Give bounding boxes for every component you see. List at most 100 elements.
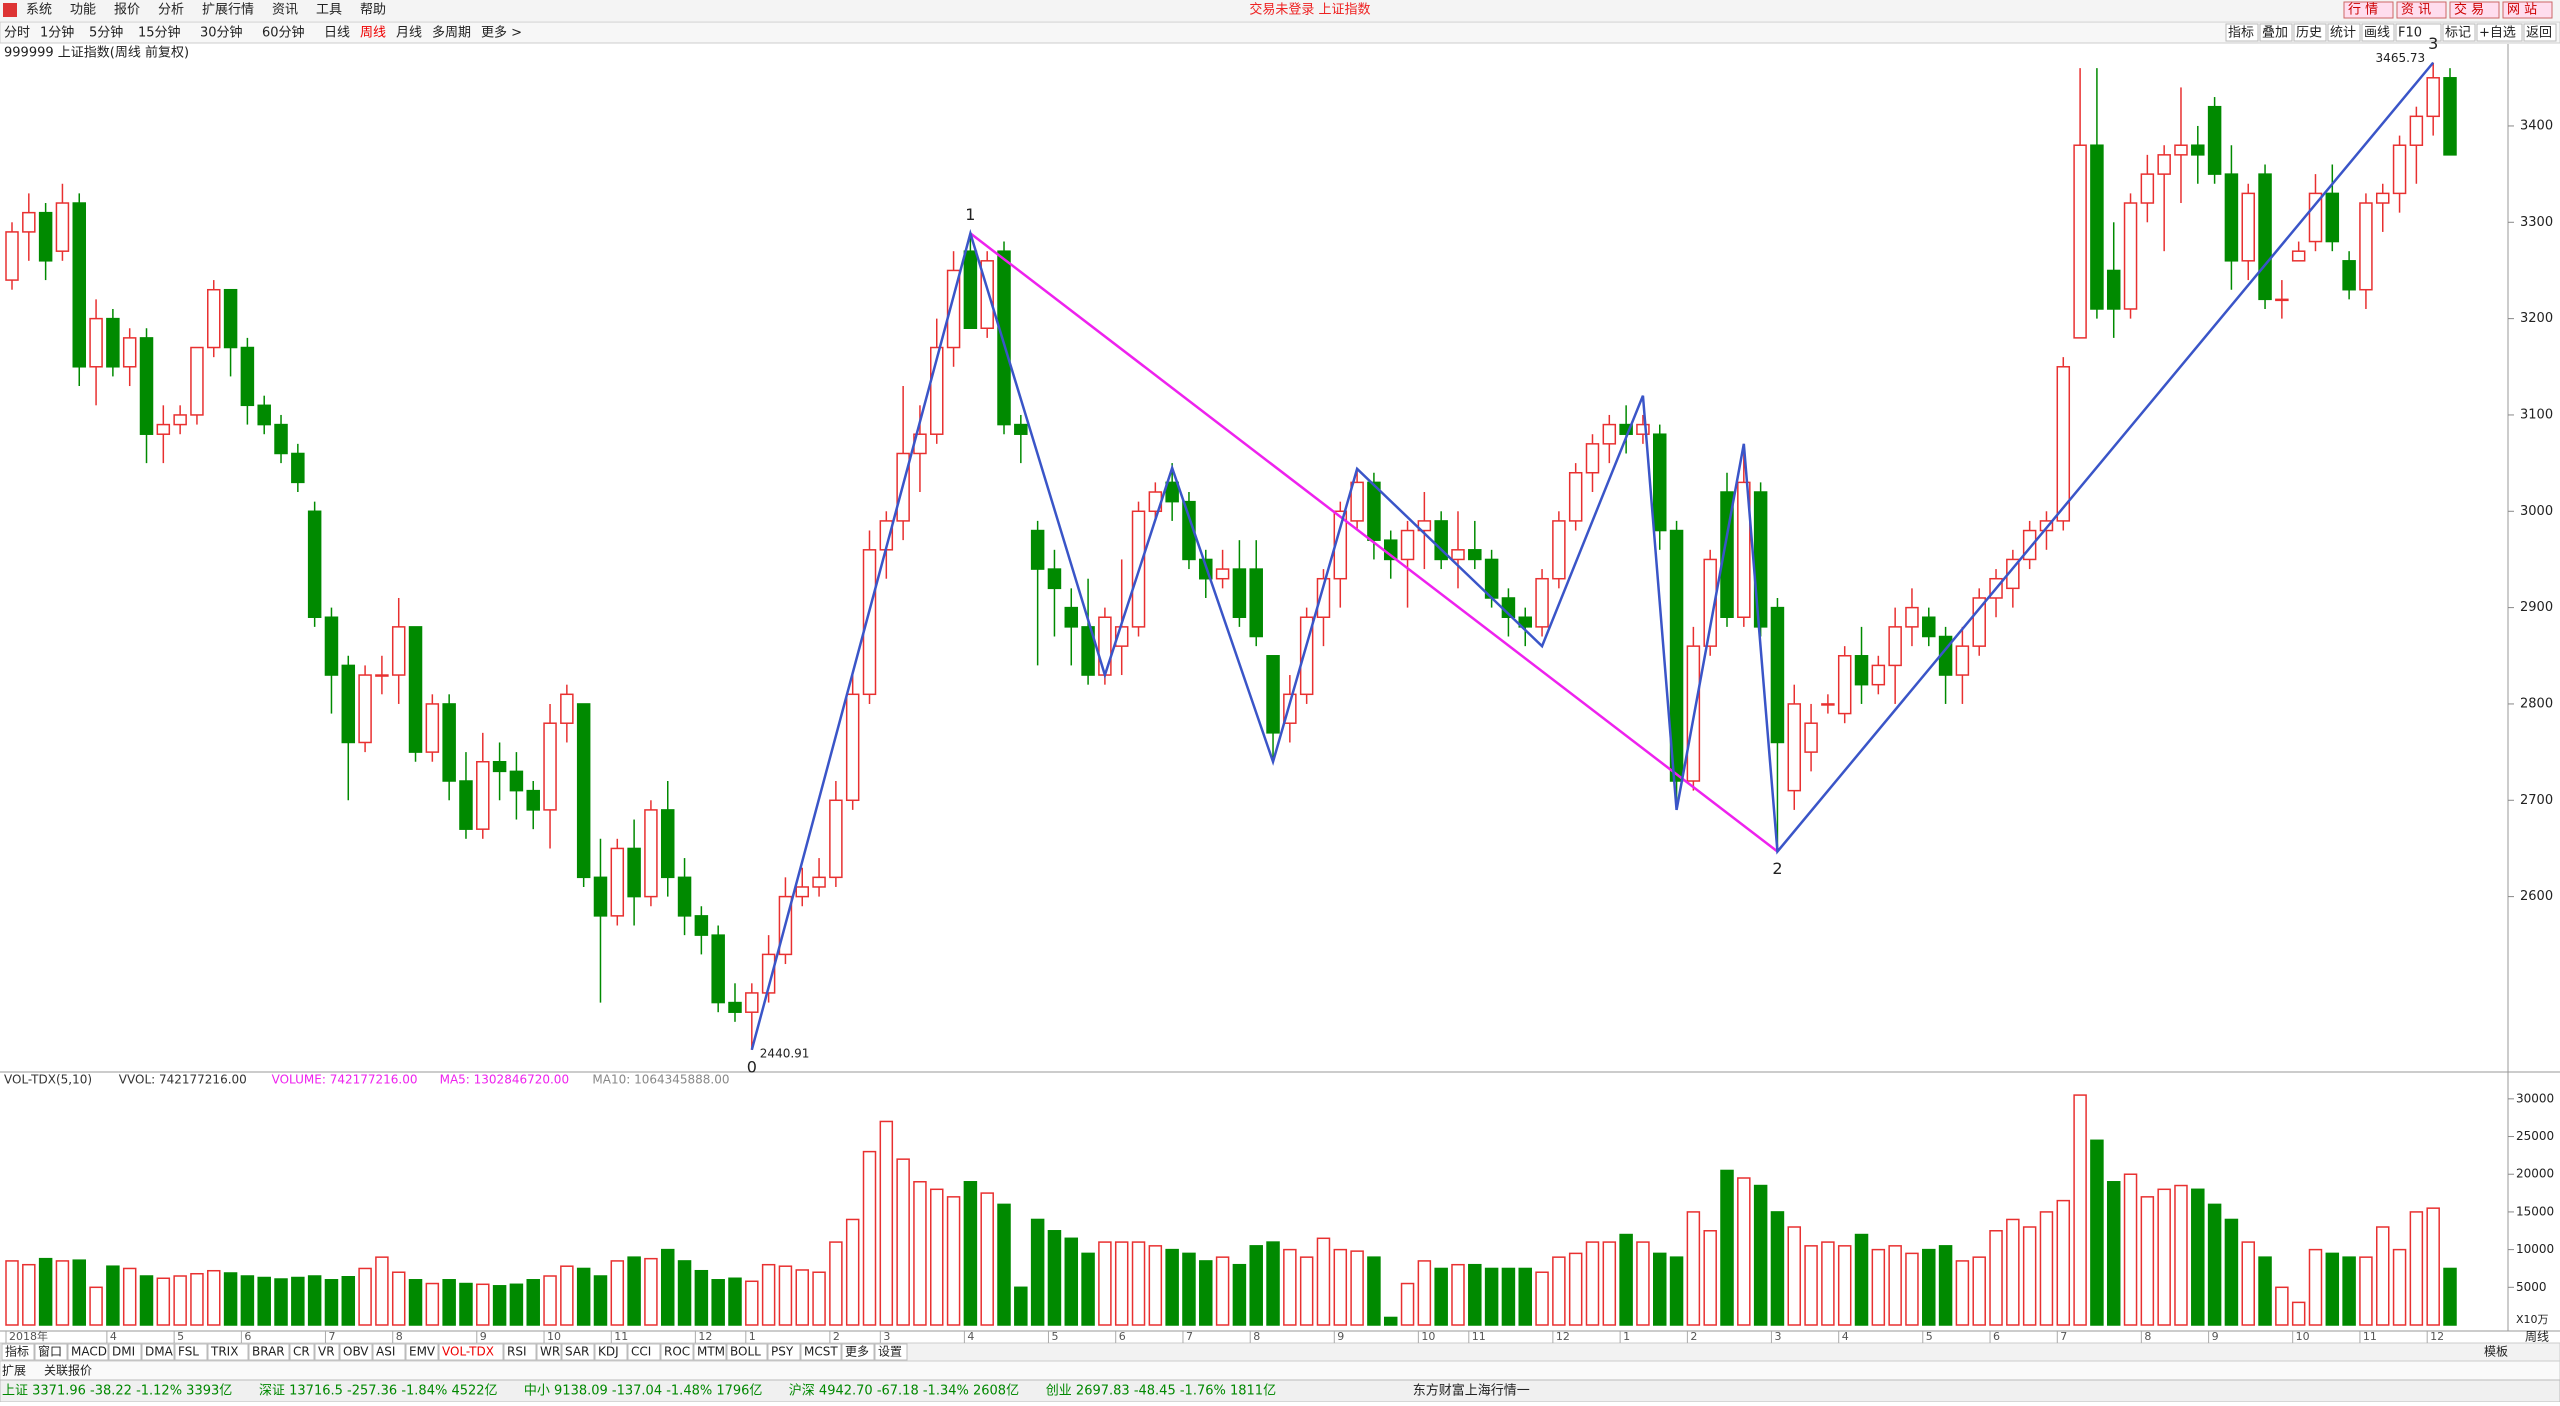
indicator-tab[interactable]: [726, 1343, 768, 1361]
tool-button[interactable]: [2259, 23, 2293, 42]
tool-button-label[interactable]: 统计: [2330, 26, 2356, 41]
tool-button[interactable]: [2225, 23, 2259, 42]
indicator-tab[interactable]: [34, 1343, 68, 1361]
indicator-tab-label[interactable]: PSY: [771, 1345, 794, 1359]
period-tab[interactable]: 月线: [396, 26, 422, 41]
indicator-tab-label[interactable]: ASI: [376, 1345, 395, 1359]
indicator-tab[interactable]: [767, 1343, 801, 1361]
indicator-tab[interactable]: [841, 1343, 875, 1361]
indicator-tab[interactable]: [141, 1343, 175, 1361]
indicator-tab[interactable]: [372, 1343, 406, 1361]
tool-button-label[interactable]: F10: [2398, 26, 2422, 41]
indicator-tab-label[interactable]: BRAR: [252, 1345, 285, 1359]
tool-button-label[interactable]: 指标: [2228, 26, 2254, 41]
tool-button[interactable]: [2523, 23, 2557, 42]
indicator-tab-label[interactable]: MACD: [71, 1345, 107, 1359]
indicator-tab[interactable]: [108, 1343, 142, 1361]
indicator-tab-label[interactable]: DMI: [112, 1345, 135, 1359]
period-tab[interactable]: 分时: [4, 26, 30, 41]
extra-tab[interactable]: 扩展: [2, 1364, 26, 1378]
top-button[interactable]: [2396, 1, 2447, 19]
period-tab[interactable]: 1分钟: [40, 25, 74, 41]
menu-item[interactable]: 扩展行情: [202, 3, 254, 18]
top-button-label[interactable]: 网 站: [2507, 3, 2537, 18]
indicator-tab-label[interactable]: SAR: [565, 1345, 589, 1359]
indicator-tab-label[interactable]: TRIX: [210, 1345, 238, 1359]
indicator-tab-label[interactable]: EMV: [409, 1345, 436, 1359]
tool-button[interactable]: [2476, 23, 2523, 42]
indicator-tab-label[interactable]: CCI: [631, 1345, 651, 1359]
top-button[interactable]: [2502, 1, 2553, 19]
indicator-tab-label[interactable]: CR: [293, 1345, 310, 1359]
tool-button-label[interactable]: 画线: [2364, 26, 2390, 41]
indicator-tab[interactable]: [405, 1343, 439, 1361]
indicator-tab-label[interactable]: 窗口: [38, 1345, 62, 1359]
menu-item[interactable]: 工具: [316, 3, 342, 18]
menu-item[interactable]: 报价: [114, 3, 140, 18]
indicator-tab-label[interactable]: WR: [540, 1345, 560, 1359]
template-button[interactable]: 模板: [2484, 1345, 2508, 1359]
indicator-tab[interactable]: [314, 1343, 340, 1361]
tool-button[interactable]: [2327, 23, 2361, 42]
period-tab[interactable]: 日线: [324, 26, 350, 41]
indicator-tab[interactable]: [561, 1343, 595, 1361]
period-tab[interactable]: 周线: [360, 26, 386, 41]
menu-item[interactable]: 功能: [70, 3, 96, 18]
tool-button-label[interactable]: 返回: [2526, 26, 2552, 41]
tool-button[interactable]: [2361, 23, 2395, 42]
indicator-tab-label[interactable]: 更多: [845, 1345, 869, 1359]
tool-button[interactable]: [2293, 23, 2327, 42]
period-tab[interactable]: 5分钟: [89, 25, 123, 41]
indicator-tab[interactable]: [207, 1343, 249, 1361]
period-tab[interactable]: 30分钟: [200, 25, 243, 41]
indicator-tab-label[interactable]: VR: [318, 1345, 335, 1359]
period-tab[interactable]: 多周期: [432, 25, 471, 41]
menu-item[interactable]: 分析: [158, 3, 184, 18]
top-button-label[interactable]: 交 易: [2454, 2, 2484, 18]
period-tab[interactable]: 15分钟: [138, 25, 181, 41]
indicator-tab-label[interactable]: RSI: [507, 1345, 527, 1359]
indicator-tab-label[interactable]: FSL: [178, 1345, 199, 1359]
tool-button-label[interactable]: 标记: [2445, 26, 2471, 41]
indicator-tab[interactable]: [693, 1343, 727, 1361]
indicator-tab-label[interactable]: 设置: [878, 1345, 902, 1359]
indicator-tab[interactable]: [438, 1343, 504, 1361]
indicator-tab[interactable]: [289, 1343, 315, 1361]
indicator-tab-label[interactable]: OBV: [343, 1345, 369, 1359]
top-button[interactable]: [2449, 1, 2500, 19]
indicator-tab[interactable]: [248, 1343, 290, 1361]
indicator-tab[interactable]: [503, 1343, 537, 1361]
period-tab[interactable]: 60分钟: [262, 25, 305, 41]
indicator-tab[interactable]: [67, 1343, 109, 1361]
tool-button[interactable]: [2395, 23, 2442, 42]
tool-button-label[interactable]: 历史: [2296, 26, 2322, 41]
indicator-tab-label[interactable]: 指标: [5, 1344, 29, 1359]
indicator-tab-label[interactable]: ROC: [664, 1345, 690, 1359]
menu-item[interactable]: 系统: [26, 3, 52, 18]
top-button[interactable]: [2343, 1, 2394, 19]
extra-tab[interactable]: 关联报价: [44, 1363, 92, 1378]
tool-button[interactable]: [2442, 23, 2476, 42]
indicator-tab-label[interactable]: MCST: [804, 1345, 838, 1359]
indicator-tab-label[interactable]: BOLL: [730, 1345, 761, 1359]
indicator-tab[interactable]: [874, 1343, 908, 1361]
top-button-label[interactable]: 资 讯: [2401, 3, 2431, 18]
indicator-tab-label[interactable]: MTM: [697, 1345, 725, 1359]
menu-item[interactable]: 帮助: [360, 3, 386, 18]
indicator-tab[interactable]: [339, 1343, 373, 1361]
tool-button-label[interactable]: 叠加: [2262, 26, 2288, 41]
tool-button-label[interactable]: +自选: [2479, 26, 2516, 41]
indicator-tab[interactable]: [174, 1343, 208, 1361]
top-button-label[interactable]: 行 情: [2348, 3, 2378, 18]
indicator-tab[interactable]: [800, 1343, 842, 1361]
indicator-tab[interactable]: [627, 1343, 661, 1361]
indicator-tab[interactable]: [1, 1343, 35, 1361]
indicator-tab[interactable]: [594, 1343, 628, 1361]
indicator-tab-label[interactable]: VOL-TDX: [442, 1345, 494, 1359]
indicator-tab-label[interactable]: DMA: [145, 1345, 174, 1359]
indicator-tab-label[interactable]: KDJ: [598, 1345, 619, 1359]
indicator-tab[interactable]: [536, 1343, 562, 1361]
menu-item[interactable]: 资讯: [272, 3, 298, 18]
indicator-tab[interactable]: [660, 1343, 694, 1361]
period-tab[interactable]: 更多 >: [481, 25, 522, 41]
